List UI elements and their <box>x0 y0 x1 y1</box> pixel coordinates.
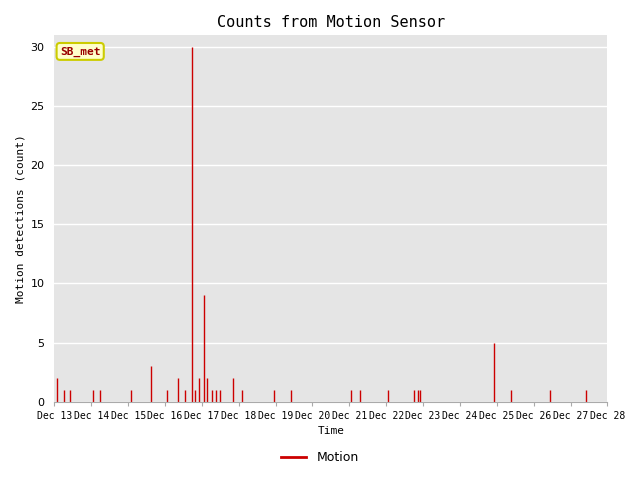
Title: Counts from Motion Sensor: Counts from Motion Sensor <box>217 15 445 30</box>
Text: SB_met: SB_met <box>60 47 100 57</box>
X-axis label: Time: Time <box>317 426 344 436</box>
Y-axis label: Motion detections (count): Motion detections (count) <box>15 134 25 303</box>
Legend: Motion: Motion <box>276 446 364 469</box>
